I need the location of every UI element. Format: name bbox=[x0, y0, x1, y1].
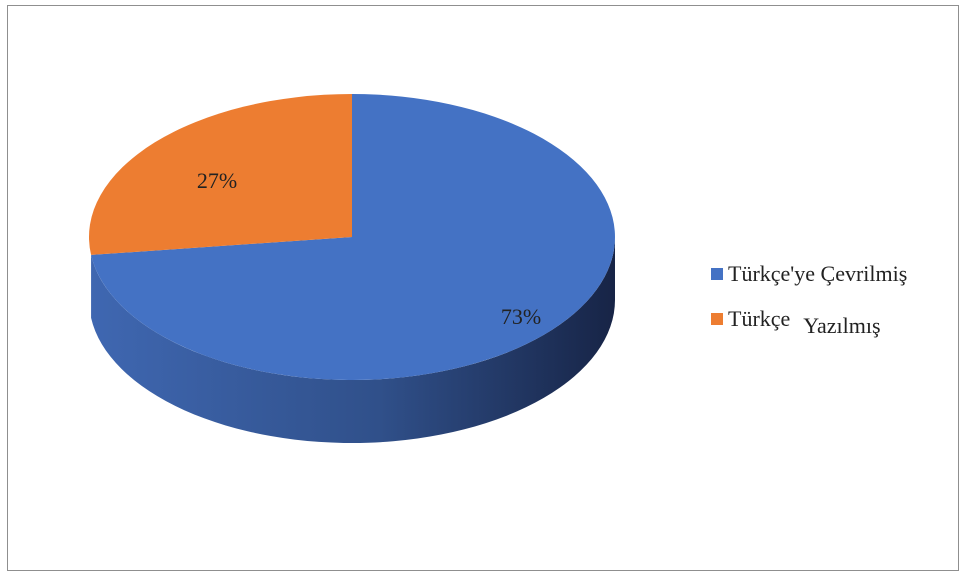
data-label-73: 73% bbox=[501, 304, 541, 329]
legend-item-turkceye-cevrilmis: Türkçe'ye Çevrilmiş bbox=[711, 261, 907, 287]
data-label-27: 27% bbox=[197, 168, 237, 193]
legend-item-turkce-yazilmis: Türkçe Yazılmış bbox=[711, 306, 881, 338]
pie-slice-turkceye-cevrilmis bbox=[91, 94, 615, 381]
pie-chart: 73% 27% bbox=[88, 94, 616, 444]
pie-slice-turkce-yazilmis bbox=[88, 94, 352, 255]
legend-swatch-turkce-yazilmis bbox=[711, 313, 723, 325]
legend-label-turkce: Türkçe bbox=[728, 306, 791, 331]
legend-label-turkceye-cevrilmis: Türkçe'ye Çevrilmiş bbox=[728, 261, 908, 286]
legend-swatch-turkceye-cevrilmis bbox=[711, 268, 723, 280]
pie-side-turkceye-cevrilmis bbox=[91, 237, 616, 444]
chart-frame: 73% 27% Türkçe'ye Çevrilmiş Türkçe Yazılm… bbox=[7, 5, 959, 571]
legend-label-yazilmis: Yazılmış bbox=[803, 313, 881, 338]
pie-layer: 73% 27% bbox=[88, 94, 616, 444]
